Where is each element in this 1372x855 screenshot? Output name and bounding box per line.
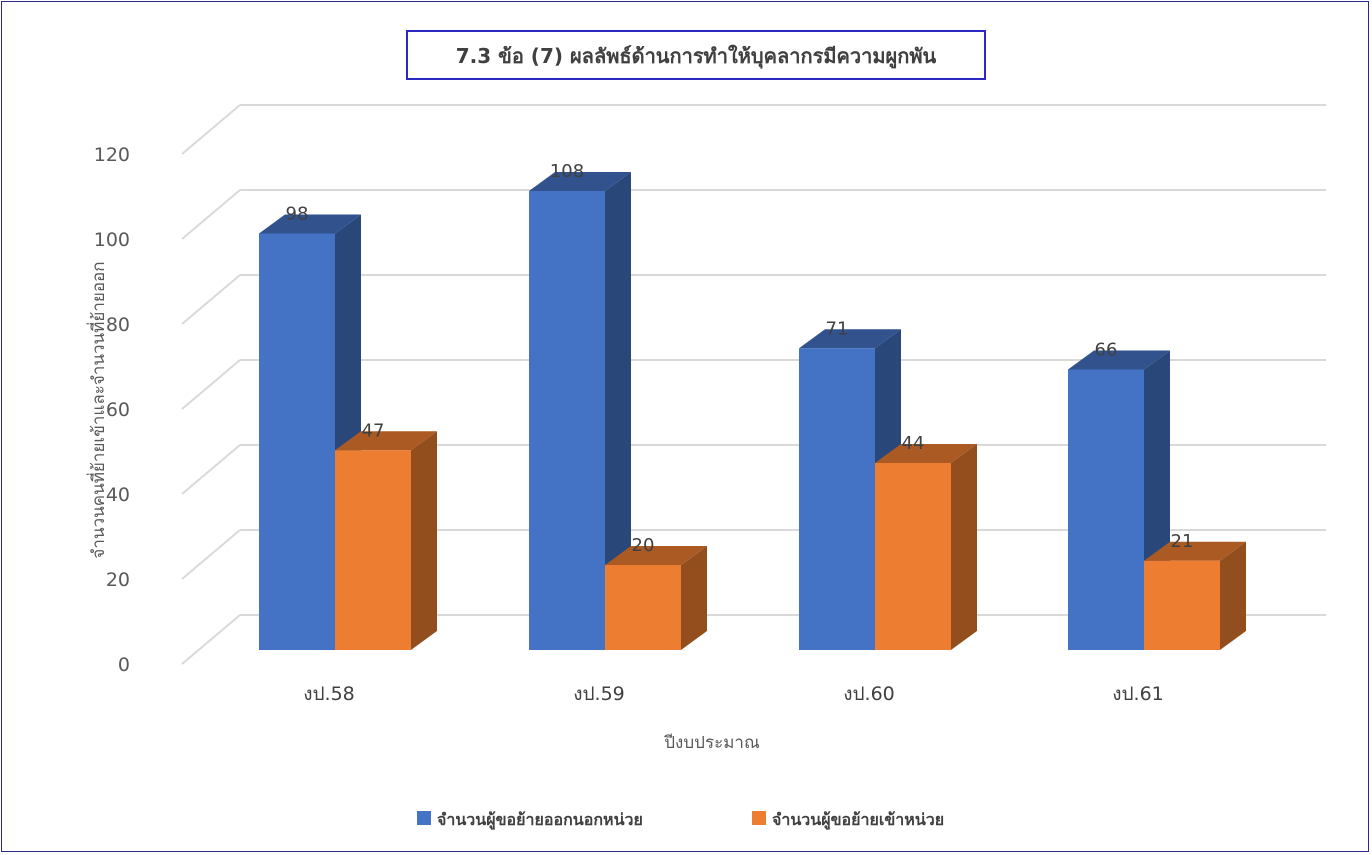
bar-front — [1144, 560, 1220, 650]
bar-front — [875, 463, 951, 650]
y-tick-40: 40 — [106, 484, 130, 506]
gridline-side-40 — [181, 444, 241, 495]
gridline-side-80 — [181, 274, 241, 325]
bar-front — [799, 348, 875, 650]
bar-side — [411, 431, 437, 650]
bar-front — [605, 565, 681, 650]
bar-top — [605, 546, 707, 565]
y-tick-120: 120 — [94, 144, 130, 166]
y-tick-0: 0 — [118, 654, 130, 676]
data-labels: 98 47 108 20 71 44 66 21 — [286, 161, 1194, 556]
category-label-2: งป.60 — [843, 683, 895, 705]
chart-title: 7.3 ข้อ (7) ผลลัพธ์ด้านการทำให้บุคลากรมี… — [456, 44, 937, 70]
bar-inbound-2 — [875, 444, 977, 650]
data-label-outbound-2: 71 — [826, 318, 849, 339]
bar-top — [335, 431, 437, 451]
gridline-side-60 — [181, 359, 241, 410]
data-label-outbound-1: 108 — [550, 161, 584, 182]
y-axis-title: จำนวนคนที่ย้ายเข้าและจำนวนที่ย้ายออก — [86, 261, 109, 558]
legend-label-outbound: จำนวนผู้ขอย้ายออกนอกหน่วย — [437, 810, 643, 831]
gridline-side-100 — [181, 189, 241, 240]
data-label-inbound-1: 20 — [632, 535, 655, 556]
category-labels: งป.58 งป.59 งป.60 งป.61 — [303, 683, 1164, 705]
category-label-1: งป.59 — [573, 683, 625, 705]
gridline-side-0 — [181, 614, 241, 665]
bars — [259, 172, 1246, 650]
category-label-3: งป.61 — [1112, 683, 1164, 705]
bar-side — [951, 444, 977, 650]
y-tick-60: 60 — [106, 399, 130, 421]
bar-top — [875, 444, 977, 463]
bar-front — [259, 233, 335, 650]
category-label-0: งป.58 — [303, 683, 355, 705]
bar-front — [1068, 369, 1144, 650]
data-label-inbound-0: 47 — [362, 420, 385, 441]
bar-side — [681, 546, 707, 650]
bar-top — [529, 172, 631, 191]
bar-top — [1144, 541, 1246, 561]
bar-side — [1220, 541, 1246, 650]
legend-swatch-outbound — [417, 811, 431, 825]
data-label-inbound-2: 44 — [902, 433, 925, 454]
legend: จำนวนผู้ขอย้ายออกนอกหน่วย จำนวนผู้ขอย้าย… — [417, 810, 944, 831]
data-label-inbound-3: 21 — [1171, 531, 1194, 552]
y-tick-100: 100 — [94, 229, 130, 251]
bar-inbound-1 — [605, 546, 707, 650]
legend-label-inbound: จำนวนผู้ขอย้ายเข้าหน่วย — [772, 810, 944, 831]
bar-top — [799, 329, 901, 349]
bar-front — [335, 450, 411, 650]
data-label-outbound-0: 98 — [286, 204, 309, 225]
chart-title-box — [406, 30, 986, 80]
bar-front — [529, 191, 605, 650]
bar-top — [1068, 350, 1170, 370]
legend-swatch-inbound — [752, 811, 766, 825]
bar-inbound-3 — [1144, 541, 1246, 650]
bar-top — [259, 214, 361, 234]
y-tick-80: 80 — [106, 314, 130, 336]
x-axis-title: ปีงบประมาณ — [663, 733, 760, 753]
bar-outbound-3 — [1068, 350, 1170, 650]
gridline-side-20 — [181, 529, 241, 580]
bar-side — [605, 172, 631, 650]
gridline-side-120 — [181, 104, 241, 155]
y-tick-20: 20 — [106, 569, 130, 591]
data-label-outbound-3: 66 — [1095, 340, 1118, 361]
bar-inbound-0 — [335, 431, 437, 650]
bar-outbound-1 — [529, 172, 631, 650]
y-tick-labels: 0 20 40 60 80 100 120 — [94, 144, 130, 676]
